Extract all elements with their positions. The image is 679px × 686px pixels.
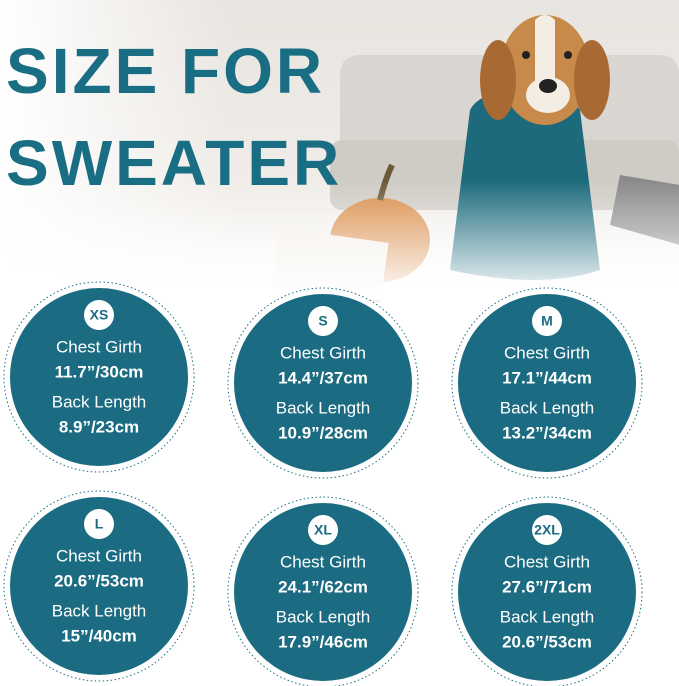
card-outline [3,281,195,473]
size-label: M [541,313,553,329]
card-circle [458,294,636,472]
title: SIZE FOR SWEATER [6,35,342,199]
chest-value: 20.6”/53cm [54,571,144,590]
chest-label: Chest Girth [504,343,590,362]
size-card: M Chest Girth 17.1”/44cm Back Length 13.2”/3… [451,287,643,479]
size-label: XS [90,307,109,323]
size-card: 2XL Chest Girth 27.6”/71cm Back Length 20.6”… [451,496,643,686]
back-value: 20.6”/53cm [502,632,592,651]
card-outline [451,496,643,686]
size-badge [84,509,114,539]
size-card: S Chest Girth 14.4”/37cm Back Length 10.9”/2… [227,287,419,479]
background-photo [0,0,679,303]
chest-value: 27.6”/71cm [502,577,592,596]
title-line: SWEATER [6,127,342,199]
back-label: Back Length [52,392,147,411]
title-line: SIZE FOR [6,35,325,107]
back-label: Back Length [52,601,147,620]
back-label: Back Length [500,607,595,626]
size-badge [308,515,338,545]
back-label: Back Length [500,398,595,417]
size-badge [308,306,338,336]
size-card: XL Chest Girth 24.1”/62cm Back Length 17.9”/… [227,496,419,686]
chest-value: 24.1”/62cm [278,577,368,596]
chest-label: Chest Girth [504,552,590,571]
card-outline [3,490,195,682]
chest-value: 17.1”/44cm [502,368,592,387]
card-circle [10,288,188,466]
back-value: 8.9”/23cm [59,417,139,436]
size-badge [532,515,562,545]
card-outline [227,496,419,686]
size-circles: XS Chest Girth 11.7”/30cm Back Length 8.9”/2… [3,281,643,686]
back-value: 13.2”/34cm [502,423,592,442]
size-label: 2XL [534,522,560,538]
card-circle [234,503,412,681]
size-label: XL [314,522,332,538]
back-value: 10.9”/28cm [278,423,368,442]
chest-label: Chest Girth [56,546,142,565]
back-value: 17.9”/46cm [278,632,368,651]
back-label: Back Length [276,607,371,626]
chest-label: Chest Girth [280,343,366,362]
size-label: L [95,516,104,532]
chest-value: 14.4”/37cm [278,368,368,387]
size-card: L Chest Girth 20.6”/53cm Back Length 15”/40c… [3,490,195,682]
size-badge [532,306,562,336]
card-outline [451,287,643,479]
chest-value: 11.7”/30cm [55,362,144,381]
chest-label: Chest Girth [56,337,142,356]
card-outline [227,287,419,479]
size-label: S [318,313,327,329]
card-circle [458,503,636,681]
card-circle [10,497,188,675]
back-label: Back Length [276,398,371,417]
card-circle [234,294,412,472]
size-card: XS Chest Girth 11.7”/30cm Back Length 8.9”/2… [3,281,195,473]
chest-label: Chest Girth [280,552,366,571]
back-value: 15”/40cm [61,626,137,645]
size-badge [84,300,114,330]
